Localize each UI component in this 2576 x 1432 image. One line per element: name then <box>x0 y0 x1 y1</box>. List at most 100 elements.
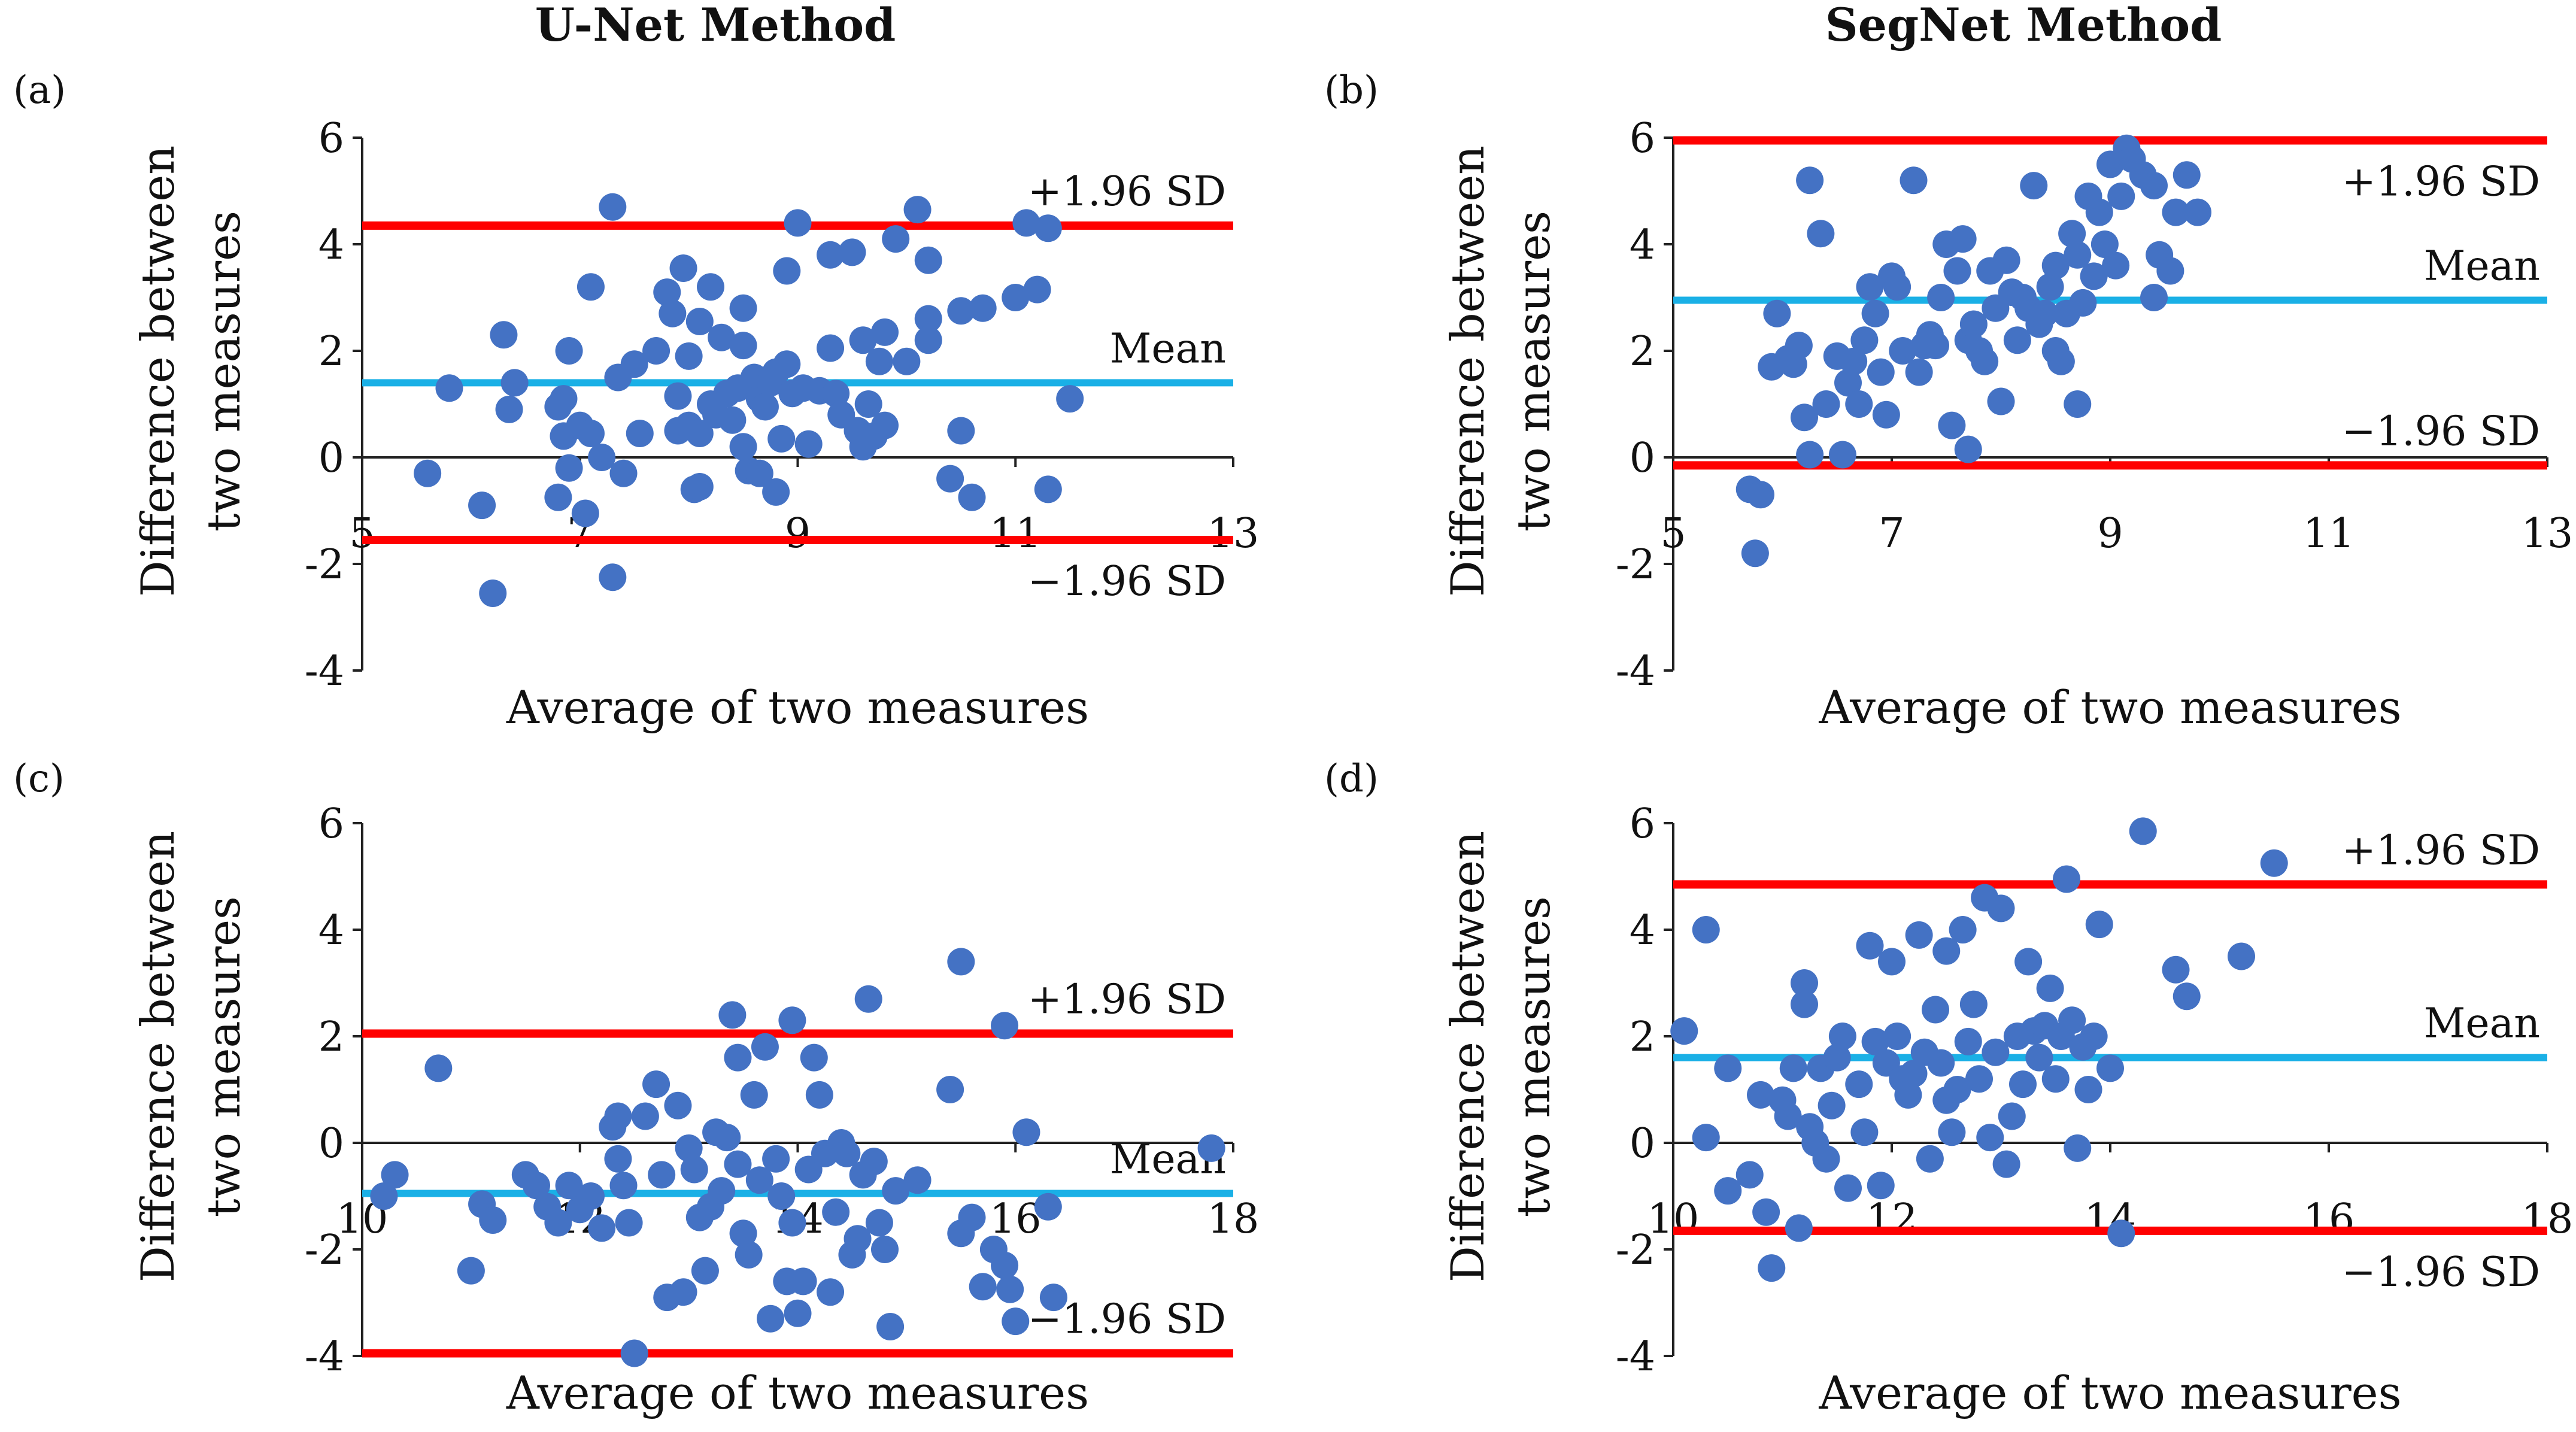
data-point <box>767 1182 796 1210</box>
data-point <box>1943 257 1971 285</box>
data-point <box>1828 441 1856 469</box>
y-tick-label: 0 <box>1630 435 1655 482</box>
data-point <box>1807 220 1835 248</box>
data-point <box>871 1236 899 1263</box>
data-point <box>800 1043 828 1072</box>
data-point <box>457 1257 485 1285</box>
data-point <box>1982 1038 2010 1066</box>
data-point <box>1785 1214 1813 1242</box>
data-point <box>577 273 605 301</box>
y-tick-label: 0 <box>318 1120 344 1167</box>
data-point <box>2064 1134 2092 1162</box>
data-point <box>882 225 910 253</box>
data-point <box>523 1172 550 1200</box>
data-point <box>1850 326 1879 354</box>
data-point <box>778 1209 806 1237</box>
data-point <box>729 332 757 360</box>
data-point <box>1889 337 1917 365</box>
data-point <box>1943 1076 1971 1103</box>
data-point <box>653 278 681 307</box>
data-point <box>1741 539 1769 568</box>
data-point <box>1922 332 1949 360</box>
data-point <box>2080 1023 2108 1050</box>
data-point <box>1670 1017 1698 1045</box>
data-point <box>599 193 627 221</box>
data-point <box>2140 284 2168 311</box>
x-tick-label: 18 <box>2522 1196 2574 1243</box>
data-point <box>1938 1118 1966 1146</box>
data-point <box>745 459 773 487</box>
data-point <box>1845 390 1873 418</box>
data-point <box>685 472 714 500</box>
data-point <box>1812 390 1840 418</box>
data-point <box>1002 1307 1030 1336</box>
data-point <box>1747 481 1774 509</box>
data-point <box>1987 387 2015 415</box>
data-point <box>675 342 703 370</box>
data-point <box>1747 1081 1774 1109</box>
data-point <box>1012 1118 1040 1146</box>
y-tick-label: 4 <box>1630 222 1655 269</box>
upper-loa-label: +1.96 SD <box>2342 158 2540 205</box>
data-point <box>2074 1076 2102 1103</box>
data-point <box>914 326 942 354</box>
y-tick-label: -2 <box>305 541 344 588</box>
y-tick-label: 6 <box>1630 800 1655 848</box>
data-point <box>958 483 986 511</box>
data-point <box>2184 198 2211 226</box>
data-point <box>1959 990 1988 1018</box>
data-point <box>680 1155 708 1184</box>
data-point <box>642 1070 670 1099</box>
data-point <box>2025 1043 2053 1072</box>
data-point <box>947 297 975 325</box>
x-axis-label: Average of two measures <box>1818 1366 2401 1419</box>
y-tick-label: 2 <box>1630 328 1655 375</box>
data-point <box>773 257 801 285</box>
data-point <box>550 385 578 413</box>
data-point <box>648 1161 676 1189</box>
y-axis-label-line: two measures <box>1507 211 1560 532</box>
data-point <box>1900 166 1928 195</box>
data-point <box>2036 974 2064 1002</box>
data-point <box>1856 932 1884 960</box>
data-point <box>1883 273 1911 301</box>
data-point <box>1692 1124 1720 1152</box>
data-point <box>2041 1065 2070 1093</box>
x-tick-label: 18 <box>1207 1196 1260 1243</box>
data-point <box>708 1177 736 1205</box>
data-point <box>1883 1023 1911 1050</box>
y-tick-label: -2 <box>1616 1227 1655 1274</box>
data-point <box>751 393 779 421</box>
data-point <box>2041 251 2070 280</box>
x-tick-label: 10 <box>1647 1196 1700 1243</box>
panel-letter: (d) <box>1324 757 1379 801</box>
y-tick-label: 2 <box>318 1014 344 1061</box>
data-point <box>2173 982 2201 1011</box>
data-point <box>778 1006 806 1034</box>
data-point <box>1758 1254 1786 1282</box>
data-point <box>490 321 518 349</box>
data-point <box>1965 1065 1993 1093</box>
data-point <box>969 294 997 322</box>
data-point <box>1922 996 1949 1024</box>
data-point <box>669 1278 697 1306</box>
data-point <box>817 1278 845 1306</box>
data-point <box>1774 1102 1802 1130</box>
data-point <box>1763 299 1791 327</box>
y-tick-label: 2 <box>1630 1014 1655 1061</box>
data-point <box>1927 284 1955 311</box>
data-point <box>2162 955 2190 984</box>
data-point <box>871 411 899 439</box>
column-title-unet: U-Net Method <box>535 0 896 51</box>
data-point <box>1812 1145 1840 1173</box>
x-axis-label: Average of two measures <box>1818 681 2401 734</box>
data-point <box>854 390 882 418</box>
data-point <box>2036 273 2064 301</box>
y-tick-label: -4 <box>1616 648 1655 695</box>
data-point <box>609 459 638 487</box>
data-point <box>1002 284 1030 311</box>
data-point <box>914 305 942 333</box>
data-point <box>620 1339 648 1367</box>
data-point <box>1034 214 1062 242</box>
